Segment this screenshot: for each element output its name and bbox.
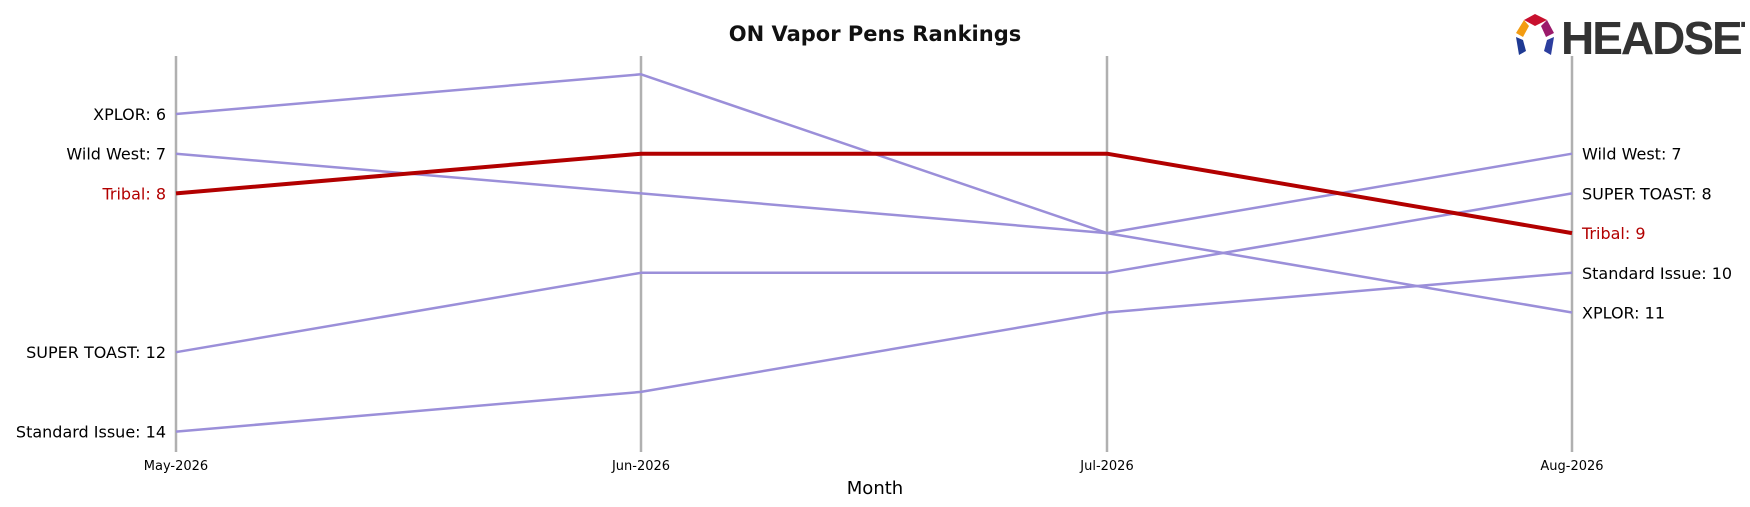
series-lines xyxy=(175,73,1573,433)
x-tick-label: Jun-2026 xyxy=(611,459,670,474)
headset-logo: HEADSET xyxy=(1516,12,1745,64)
chart-title: ON Vapor Pens Rankings xyxy=(728,22,1022,46)
x-tick-label: Aug-2026 xyxy=(1540,459,1603,474)
start-label-wild-west: Wild West: 7 xyxy=(66,145,166,164)
end-label-xplor: XPLOR: 11 xyxy=(1582,304,1665,323)
series-line-wild-west xyxy=(175,152,1573,235)
end-label-wild-west: Wild West: 7 xyxy=(1582,145,1682,164)
series-labels: XPLOR: 6 XPLOR: 11 Wild West: 7 Wild West: … xyxy=(16,105,1732,442)
headset-logo-icon xyxy=(1516,14,1554,55)
start-label-super-toast: SUPER TOAST: 12 xyxy=(26,343,166,362)
x-tick-labels: May-2026 Jun-2026 Jul-2026 Aug-2026 xyxy=(144,459,1604,474)
month-gridlines xyxy=(174,56,1574,452)
series-line-tribal xyxy=(175,151,1573,236)
start-label-xplor: XPLOR: 6 xyxy=(93,105,166,124)
end-label-super-toast: SUPER TOAST: 8 xyxy=(1582,184,1712,203)
headset-logo-text: HEADSET xyxy=(1561,12,1745,64)
x-tick-label: Jul-2026 xyxy=(1079,459,1133,474)
series-line-standard-issue xyxy=(175,271,1573,433)
start-label-standard-issue: Standard Issue: 14 xyxy=(16,423,166,442)
x-tick-label: May-2026 xyxy=(144,459,208,474)
start-label-tribal: Tribal: 8 xyxy=(101,184,166,203)
end-label-tribal: Tribal: 9 xyxy=(1581,224,1646,243)
x-axis-label: Month xyxy=(847,478,903,499)
series-line-super-toast xyxy=(175,192,1573,354)
end-label-standard-issue: Standard Issue: 10 xyxy=(1582,264,1732,283)
series-line-xplor xyxy=(175,73,1573,314)
